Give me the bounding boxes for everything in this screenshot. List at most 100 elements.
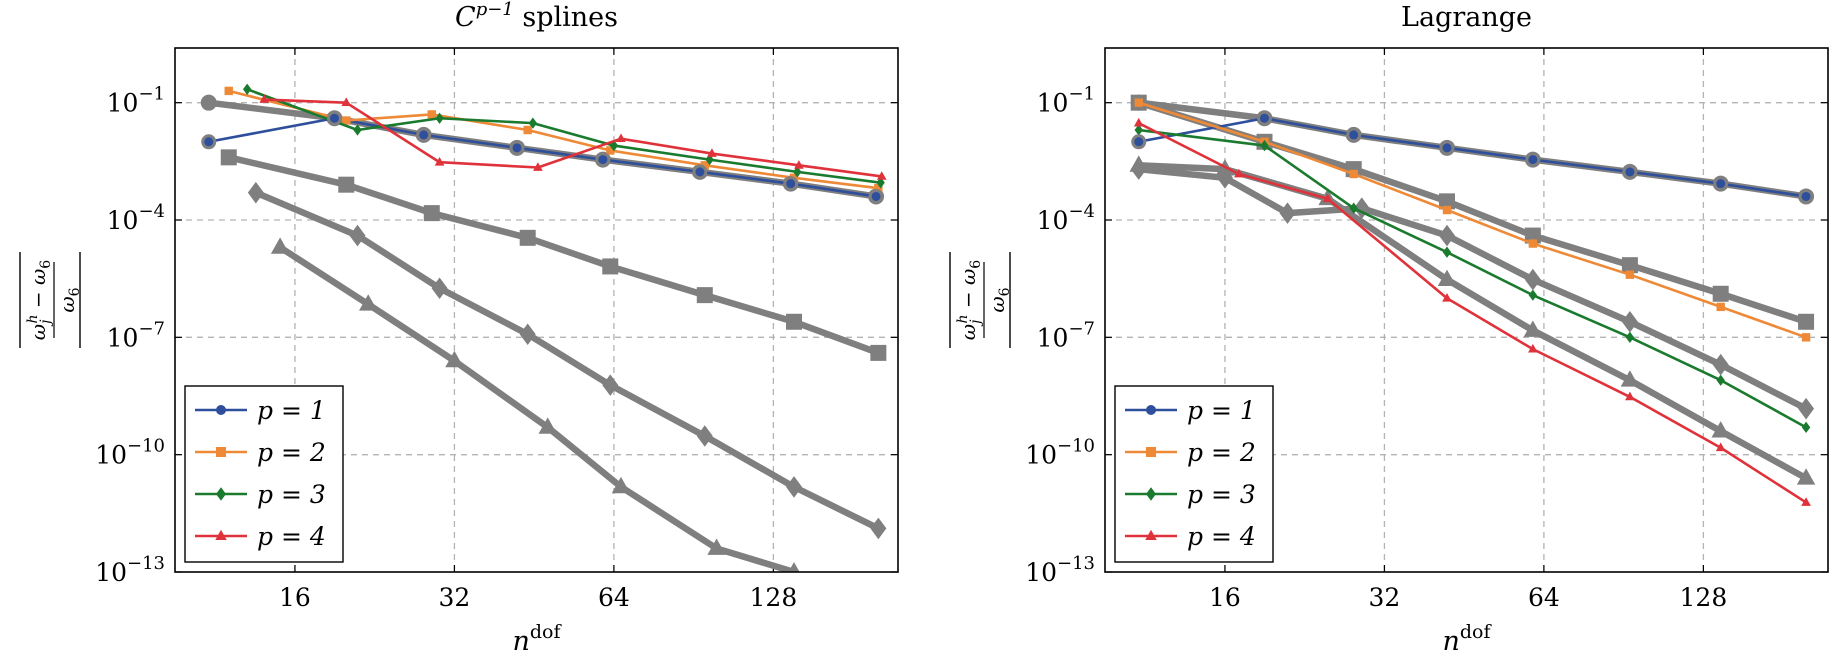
data-point-p3 [353, 124, 362, 136]
y-label-denominator: ω6 [55, 287, 83, 312]
chart-panel-2: Lagrange 16 32 64 128 10−1 10−4 10−7 10−10 10−13 n… [949, 2, 1829, 654]
series-line-p2 [1138, 101, 1807, 339]
reference-point [870, 517, 887, 540]
data-point-p1-outlined [416, 127, 432, 143]
data-point-p4 [1234, 168, 1244, 178]
reference-point [349, 224, 366, 247]
reference-point [200, 94, 217, 111]
legend-box [1114, 385, 1274, 563]
data-point-p3 [1528, 289, 1538, 301]
data-point-p1-outlined [1439, 140, 1455, 156]
reference-point [220, 149, 237, 166]
data-point-p4 [1801, 497, 1811, 506]
series-line-p3 [246, 88, 881, 184]
reference-point [1712, 285, 1729, 302]
y-label-numerator: ωjh − ω6 [25, 260, 54, 340]
data-point-p2 [342, 116, 351, 125]
x-tick-label: 32 [439, 583, 471, 612]
chart-title: Cp−1 splines [455, 0, 618, 33]
data-point-p1-outlined [326, 110, 342, 126]
reference-point [247, 181, 264, 204]
series-line-p4 [1138, 121, 1807, 504]
data-point-p3 [435, 112, 444, 124]
data-point-p2 [224, 86, 233, 96]
series-line-p4 [264, 98, 882, 178]
reference-point [1711, 421, 1730, 438]
data-point-p2 [1528, 239, 1538, 248]
reference-line-2 [1135, 99, 1810, 326]
data-point-p1-outlined [595, 152, 611, 168]
chart-panel-1: Cp−1 splines 16 32 64 128 10−1 10−4 10−7 10−10 10… [19, 0, 899, 654]
data-point-p2 [1134, 98, 1143, 107]
reference-point [1353, 197, 1370, 220]
reference-point [1523, 320, 1543, 337]
axes-frame [1104, 47, 1829, 573]
plot-area [1129, 94, 1816, 506]
y-tick-label: 10−10 [95, 436, 165, 470]
reference-point [1620, 370, 1640, 387]
data-point-p1-outlined [1713, 176, 1729, 192]
reference-point [1621, 310, 1638, 333]
series-line-p3 [1138, 128, 1807, 429]
x-tick-label: 64 [1528, 583, 1560, 612]
reference-point [707, 538, 726, 555]
reference-point [359, 294, 378, 311]
data-point-p1-outlined [868, 188, 884, 204]
legend-box [184, 385, 344, 563]
data-point-p4 [1322, 193, 1333, 203]
reference-point [786, 476, 803, 498]
legend-label-p2: p = 2 [257, 438, 326, 467]
data-point-p2 [606, 146, 615, 155]
x-tick-label: 64 [598, 583, 630, 612]
data-point-p4 [1528, 343, 1538, 353]
data-point-p2 [700, 161, 709, 170]
y-tick-label: 10−1 [107, 84, 165, 118]
data-point-p3 [1349, 202, 1358, 214]
chart-title: Lagrange [1401, 2, 1532, 33]
data-point-p3 [793, 166, 802, 178]
reference-line-3 [252, 189, 882, 532]
reference-point [1129, 155, 1148, 172]
data-point-p4 [533, 162, 543, 171]
reference-point [1712, 353, 1729, 376]
legend-marker-p3 [216, 487, 226, 501]
y-tick-label: 10−13 [1025, 553, 1095, 587]
legend-label-p4: p = 4 [1187, 522, 1256, 551]
reference-point [538, 417, 557, 434]
series-line-p1 [1138, 116, 1807, 198]
data-point-p4 [1133, 117, 1144, 127]
legend-marker-p3 [1146, 487, 1156, 501]
data-point-p3 [1625, 331, 1635, 344]
reference-point [1796, 468, 1816, 485]
data-point-p1-outlined [1256, 110, 1272, 126]
y-tick-label: 10−10 [1025, 436, 1095, 470]
data-point-p2 [1625, 270, 1635, 279]
data-point-p3 [1442, 246, 1452, 258]
y-label-numerator: ωjh − ω6 [955, 260, 984, 340]
reference-point [602, 374, 619, 396]
data-point-p1-outlined [509, 140, 525, 156]
data-point-p3 [1260, 139, 1269, 152]
data-point-p1-outlined [1346, 127, 1362, 143]
data-point-p2 [1442, 205, 1452, 215]
reference-point [696, 425, 713, 447]
data-point-p4 [707, 148, 717, 157]
reference-point [1524, 268, 1541, 291]
legend-marker-p1 [216, 405, 226, 415]
reference-point [1437, 269, 1457, 286]
reference-point [870, 344, 887, 361]
data-point-p1-outlined [1131, 134, 1147, 150]
legend-label-p3: p = 3 [1187, 480, 1256, 509]
data-point-p3 [1134, 124, 1143, 136]
y-tick-label: 10−7 [1037, 318, 1095, 352]
legend-label-p1: p = 1 [257, 396, 326, 425]
reference-point [431, 277, 448, 300]
x-axis-label: ndof [512, 621, 562, 654]
legend-marker-p2 [1146, 447, 1156, 457]
reference-point [611, 476, 631, 494]
legend-label-p1: p = 1 [1187, 396, 1256, 425]
data-point-p1-outlined [201, 134, 217, 150]
data-point-p4 [434, 156, 445, 166]
